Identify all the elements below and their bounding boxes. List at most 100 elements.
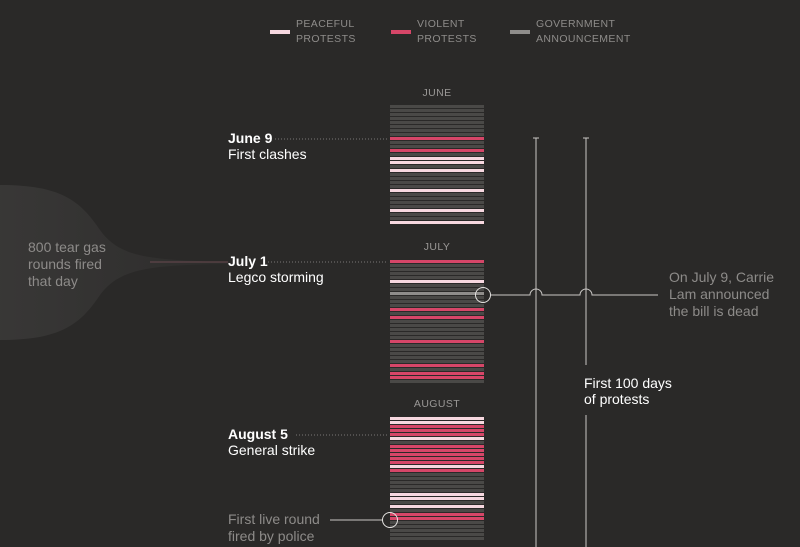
day-stripe-july-8 bbox=[390, 288, 484, 291]
day-stripe-august-12 bbox=[390, 461, 484, 464]
day-stripe-august-23 bbox=[390, 505, 484, 508]
day-stripe-august-28 bbox=[390, 525, 484, 528]
day-stripe-august-10 bbox=[390, 453, 484, 456]
day-stripe-july-23 bbox=[390, 348, 484, 351]
day-stripe-june-12 bbox=[390, 149, 484, 152]
announcement-note-line3: the bill is dead bbox=[669, 303, 759, 319]
day-stripe-july-31 bbox=[390, 380, 484, 383]
day-stripe-june-25 bbox=[390, 201, 484, 204]
day-stripe-august-4 bbox=[390, 429, 484, 432]
day-stripe-july-19 bbox=[390, 332, 484, 335]
day-stripe-august-3 bbox=[390, 425, 484, 428]
event-august5-date: August 5 bbox=[228, 426, 288, 442]
day-stripe-june-19 bbox=[390, 177, 484, 180]
day-stripe-june-1 bbox=[390, 105, 484, 108]
day-stripe-june-17 bbox=[390, 169, 484, 172]
live-round-note-line2: fired by police bbox=[228, 528, 315, 544]
day-stripe-august-31 bbox=[390, 537, 484, 540]
day-stripe-june-11 bbox=[390, 145, 484, 148]
day-stripe-august-18 bbox=[390, 485, 484, 488]
day-stripe-august-30 bbox=[390, 533, 484, 536]
day-stripe-june-15 bbox=[390, 161, 484, 164]
day-stripe-august-14 bbox=[390, 469, 484, 472]
legend-government-swatch bbox=[510, 30, 530, 34]
day-stripe-june-27 bbox=[390, 209, 484, 212]
day-stripes bbox=[390, 105, 484, 540]
month-label-august: AUGUST bbox=[413, 398, 461, 410]
day-stripe-july-10 bbox=[390, 296, 484, 299]
legend-violent-swatch bbox=[391, 30, 411, 34]
legend-government-line2: ANNOUNCEMENT bbox=[536, 33, 631, 45]
day-stripe-june-22 bbox=[390, 189, 484, 192]
day-stripe-june-18 bbox=[390, 173, 484, 176]
day-stripe-june-16 bbox=[390, 165, 484, 168]
day-stripe-august-2 bbox=[390, 421, 484, 424]
event-august5-desc: General strike bbox=[228, 442, 316, 458]
day-stripe-august-15 bbox=[390, 473, 484, 476]
day-stripe-july-21 bbox=[390, 340, 484, 343]
day-stripe-july-3 bbox=[390, 268, 484, 271]
announcement-note-line2: Lam announced bbox=[669, 286, 770, 302]
tear-gas-note-line3: that day bbox=[28, 273, 78, 289]
day-stripe-june-28 bbox=[390, 213, 484, 216]
day-stripe-july-2 bbox=[390, 264, 484, 267]
live-round-marker bbox=[382, 512, 398, 528]
day-stripe-june-4 bbox=[390, 117, 484, 120]
day-stripe-july-12 bbox=[390, 304, 484, 307]
legend-government-line1: GOVERNMENT bbox=[536, 18, 616, 30]
day-stripe-august-9 bbox=[390, 449, 484, 452]
live-round-note: First live round fired by police bbox=[228, 511, 320, 545]
day-stripe-june-7 bbox=[390, 129, 484, 132]
day-stripe-august-20 bbox=[390, 493, 484, 496]
day-stripe-july-30 bbox=[390, 376, 484, 379]
day-stripe-june-24 bbox=[390, 197, 484, 200]
day-stripe-august-6 bbox=[390, 437, 484, 440]
day-stripe-july-17 bbox=[390, 324, 484, 327]
day-stripe-august-29 bbox=[390, 529, 484, 532]
event-june9-date: June 9 bbox=[228, 130, 273, 146]
day-stripe-august-26 bbox=[390, 517, 484, 520]
day-stripe-july-29 bbox=[390, 372, 484, 375]
day-stripe-july-25 bbox=[390, 356, 484, 359]
day-stripe-july-16 bbox=[390, 320, 484, 323]
tear-gas-note-line2: rounds fired bbox=[28, 256, 102, 272]
month-label-july: JULY bbox=[423, 241, 451, 253]
day-stripe-june-23 bbox=[390, 193, 484, 196]
day-stripe-august-8 bbox=[390, 445, 484, 448]
day-stripe-august-13 bbox=[390, 465, 484, 468]
day-stripe-august-11 bbox=[390, 457, 484, 460]
legend-peaceful-swatch bbox=[270, 30, 290, 34]
event-june9-desc: First clashes bbox=[228, 146, 307, 162]
day-stripe-june-6 bbox=[390, 125, 484, 128]
hundred-days-line2: of protests bbox=[584, 391, 650, 407]
day-stripe-june-30 bbox=[390, 221, 484, 224]
day-stripe-july-24 bbox=[390, 352, 484, 355]
day-stripe-july-26 bbox=[390, 360, 484, 363]
day-stripe-august-27 bbox=[390, 521, 484, 524]
day-stripe-august-24 bbox=[390, 509, 484, 512]
live-round-note-line1: First live round bbox=[228, 511, 320, 527]
day-stripe-july-13 bbox=[390, 308, 484, 311]
day-stripe-july-22 bbox=[390, 344, 484, 347]
day-stripe-july-6 bbox=[390, 280, 484, 283]
day-stripe-july-1 bbox=[390, 260, 484, 263]
day-stripe-june-3 bbox=[390, 113, 484, 116]
day-stripe-july-14 bbox=[390, 312, 484, 315]
day-stripe-june-13 bbox=[390, 153, 484, 156]
day-stripe-august-19 bbox=[390, 489, 484, 492]
tear-gas-funnel bbox=[0, 185, 230, 340]
announcement-leader bbox=[491, 288, 658, 296]
day-stripe-august-25 bbox=[390, 513, 484, 516]
legend-peaceful-line2: PROTESTS bbox=[296, 33, 356, 45]
tear-gas-note-line1: 800 tear gas bbox=[28, 239, 106, 255]
day-stripe-june-14 bbox=[390, 157, 484, 160]
day-stripe-july-4 bbox=[390, 272, 484, 275]
day-stripe-july-28 bbox=[390, 368, 484, 371]
day-stripe-august-21 bbox=[390, 497, 484, 500]
day-stripe-july-9 bbox=[390, 292, 484, 295]
day-stripe-august-5 bbox=[390, 433, 484, 436]
day-stripe-july-15 bbox=[390, 316, 484, 319]
event-july1-desc: Legco storming bbox=[228, 269, 324, 285]
announcement-marker bbox=[475, 287, 491, 303]
